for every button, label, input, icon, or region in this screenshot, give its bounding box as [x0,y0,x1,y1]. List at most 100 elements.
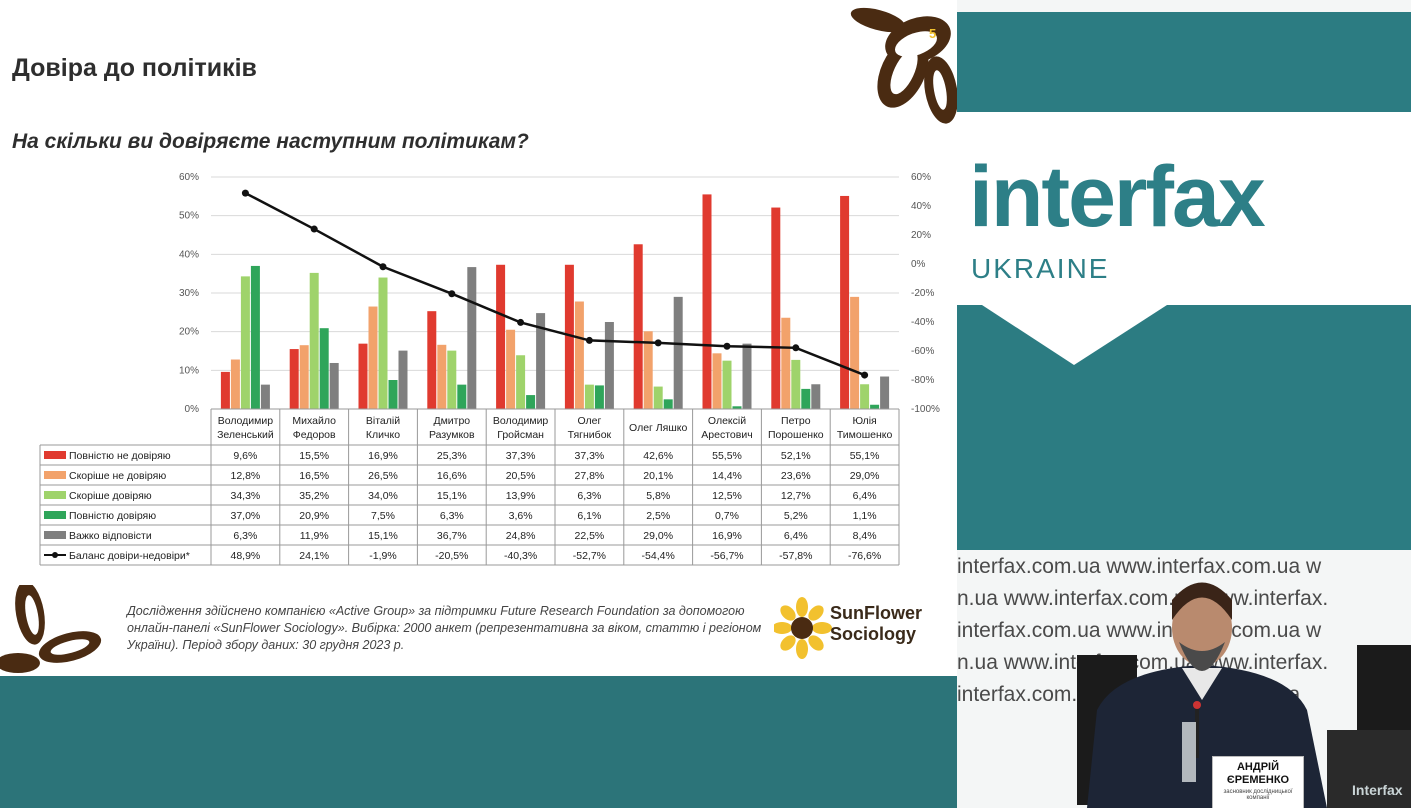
speaker-person [1077,582,1411,808]
left-axis-tick-label: 30% [179,288,199,299]
data-label: -76,6% [848,550,881,562]
bar-5 [742,343,752,409]
bar-3 [516,355,526,409]
data-label: 42,6% [643,450,673,462]
bar-3 [447,350,457,409]
balance-point [310,225,318,233]
legend-label: Скоріше довіряю [69,490,152,502]
category-label: Зеленський [217,429,274,441]
balance-point [861,371,869,379]
slide-title: Довіра до політиків [12,54,257,82]
data-label: 12,8% [231,470,261,482]
data-label: -1,9% [369,550,396,562]
left-axis-tick-label: 50% [179,211,199,222]
category-label: Олексій [708,415,746,427]
bar-4 [594,385,604,409]
data-label: 24,1% [299,550,329,562]
left-axis-tick-label: 20% [179,327,199,338]
data-label: 36,7% [437,530,467,542]
right-axis-tick-label: 60% [911,172,931,183]
left-axis-tick-label: 0% [185,404,200,415]
balance-point [792,344,800,352]
logo-line-1: SunFlower [830,603,923,623]
category-label: Тимошенко [837,429,893,441]
bar-3 [722,360,732,409]
bar-1 [427,311,437,409]
legend-label: Повністю не довіряю [69,450,171,462]
bar-4 [732,406,742,409]
balance-point [585,336,593,344]
bar-3 [584,384,594,409]
page-number: 5 [929,26,937,41]
bar-3 [378,277,388,409]
data-label: 37,0% [231,510,261,522]
flower-decoration-bottom [0,585,102,673]
bar-2 [850,296,860,409]
right-axis-tick-label: -80% [911,375,934,386]
bar-1 [496,264,506,409]
category-label: Порошенко [768,429,824,441]
data-label: 22,5% [575,530,605,542]
category-label: Дмитро [433,415,470,427]
legend-label: Важко відповісти [69,530,152,542]
data-label: -20,5% [435,550,468,562]
data-label: 37,3% [506,450,536,462]
legend-key [44,531,66,539]
data-label: 15,1% [368,530,398,542]
data-label: 35,2% [299,490,329,502]
data-label: 23,6% [781,470,811,482]
legend-key [44,491,66,499]
data-label: 6,3% [577,490,601,502]
category-label: Арестович [701,429,752,441]
category-label: Володимир [218,415,274,427]
data-label: 16,5% [299,470,329,482]
watermark-row-4: n.ua www.interfax.com.ua www.interfax. [957,651,1329,674]
legend-label: Повністю довіряю [69,510,156,522]
data-label: -52,7% [573,550,606,562]
bar-4 [388,380,398,409]
data-label: 14,4% [712,470,742,482]
bar-4 [319,328,329,409]
data-label: 15,1% [437,490,467,502]
flower-decoration-top [850,7,957,124]
data-label: 6,1% [577,510,601,522]
watermark-row-2: n.ua www.interfax.com.ua www.interfax. [957,587,1329,610]
bar-2 [574,301,584,409]
category-label: Гройсман [497,429,544,441]
slide-question: На скільки ви довіряєте наступним політи… [12,130,529,153]
bar-5 [536,313,546,409]
data-label: 0,7% [715,510,739,522]
bar-4 [457,384,467,409]
legend-key [44,471,66,479]
data-label: 6,3% [233,530,257,542]
bar-1 [358,343,368,409]
data-label: 26,5% [368,470,398,482]
presentation-slide: 5 Довіра до політиків На скільки ви дові… [0,0,957,808]
data-label: 1,1% [853,510,877,522]
data-label: 5,2% [784,510,808,522]
data-label: 16,9% [368,450,398,462]
category-label: Михайло [292,415,336,427]
bar-1 [564,264,574,409]
bar-4 [870,404,880,409]
bar-2 [437,344,447,409]
left-axis-tick-label: 60% [179,172,199,183]
bar-1 [771,207,781,409]
data-label: 52,1% [781,450,811,462]
balance-point [241,189,249,197]
data-label: -57,8% [779,550,812,562]
bar-5 [329,362,339,409]
bar-2 [506,329,516,409]
data-label: -40,3% [504,550,537,562]
bar-2 [712,353,722,409]
data-label: -56,7% [710,550,743,562]
bar-2 [781,317,791,409]
data-label: 48,9% [231,550,261,562]
data-label: 5,8% [646,490,670,502]
sunflower-sociology-logo-text: SunFlower Sociology [830,603,922,645]
data-label: 6,4% [853,490,877,502]
data-label: 25,3% [437,450,467,462]
bar-5 [604,322,614,409]
data-label: 20,1% [643,470,673,482]
bar-3 [309,272,319,409]
